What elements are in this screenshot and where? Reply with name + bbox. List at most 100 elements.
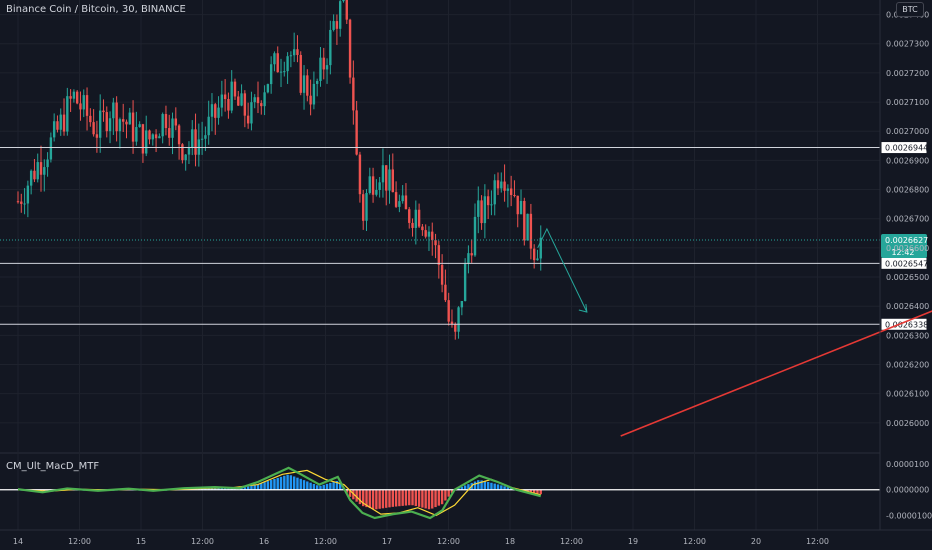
candle-body	[362, 194, 365, 221]
candle-body	[151, 134, 154, 140]
candle-body	[69, 96, 72, 99]
macd-histogram-bar	[253, 485, 256, 490]
macd-histogram-bar	[283, 475, 286, 490]
candle-body	[302, 75, 306, 93]
macd-histogram-bar	[315, 485, 319, 490]
macd-histogram-bar	[348, 489, 352, 497]
macd-histogram-bar	[319, 485, 322, 490]
candle-body	[371, 176, 375, 195]
macd-histogram-bar	[463, 485, 467, 490]
candle-body	[368, 176, 371, 193]
candle-body	[191, 129, 194, 148]
macd-histogram-bar	[526, 489, 529, 492]
candle-body	[292, 49, 296, 56]
candle-body	[378, 182, 381, 190]
candle-body	[539, 237, 542, 259]
macd-histogram-bar	[220, 488, 224, 490]
macd-histogram-bar	[207, 488, 210, 490]
macd-histogram-bar	[496, 484, 500, 490]
y-tick-label: 0.0026200	[886, 361, 929, 370]
level-label-box	[880, 141, 928, 155]
x-tick-label: 15	[136, 537, 146, 546]
time-axis[interactable]: 14 12:00 15 12:00 16 12:00 17 12:00 18 12:00 19 12:…	[0, 529, 932, 546]
candle-body	[411, 222, 414, 228]
candle-body	[273, 53, 276, 65]
horizontal-levels[interactable]: 0.0026944 0.0026547 0.0026338 0.0026627 12:4…	[0, 141, 928, 331]
candle-body	[187, 147, 191, 155]
candle-body	[256, 97, 260, 104]
candle-body	[207, 116, 210, 136]
candle-body	[450, 321, 454, 325]
candle-body	[532, 248, 536, 261]
candle-body	[523, 200, 526, 241]
candle-body	[115, 102, 118, 132]
macd-histogram-bar	[421, 489, 424, 508]
last-price-box	[881, 233, 927, 258]
macd-pane	[0, 466, 880, 520]
candle-body	[312, 83, 316, 105]
macd-histogram-bar	[233, 488, 237, 490]
candle-body	[92, 122, 95, 135]
candle-body	[164, 114, 168, 129]
macd-histogram-bar	[368, 489, 371, 509]
candle-body	[108, 118, 112, 132]
candle-body	[59, 114, 62, 130]
candle-body	[286, 56, 289, 72]
candle-body	[243, 93, 247, 116]
macd-histogram-bar	[398, 489, 401, 507]
candle-body	[260, 103, 263, 107]
candle-body	[398, 201, 401, 207]
macd-histogram-bar	[493, 483, 496, 490]
candle-body	[246, 115, 250, 124]
macd-histogram-bar	[322, 484, 325, 490]
candle-body	[79, 103, 82, 110]
candle-body	[391, 169, 395, 193]
candle-body	[223, 94, 227, 100]
macd-histogram-bar	[306, 481, 309, 490]
y-tick-label: 0.0026600	[886, 244, 929, 253]
drawing-tools[interactable]	[537, 227, 932, 437]
x-tick-label: 12:00	[437, 537, 460, 546]
candle-body	[473, 216, 477, 256]
macd-histogram-bar	[460, 486, 464, 490]
candle-body	[467, 253, 470, 264]
candle-body	[434, 240, 437, 246]
macd-histogram-bar	[214, 487, 217, 490]
candle-body	[519, 200, 523, 215]
candle-body	[348, 19, 352, 78]
macd-histogram-bar	[447, 489, 450, 497]
macd-histogram-bar	[375, 489, 378, 510]
indicator-title[interactable]: CM_Ult_MacD_MTF	[6, 461, 100, 472]
candle-body	[230, 81, 233, 111]
macd-histogram-bar	[388, 489, 391, 508]
macd-histogram-bar	[332, 481, 335, 490]
last-price-label: 0.0026627	[885, 236, 928, 245]
candle-body	[342, 0, 345, 2]
macd-tick-label: 0.0000000	[886, 486, 929, 495]
candle-body	[454, 324, 457, 332]
candle-body	[375, 189, 378, 195]
candle-body	[437, 245, 441, 265]
y-tick-label: 0.0027100	[886, 98, 929, 107]
currency-badge[interactable]: BTC	[896, 2, 924, 17]
macd-histogram-bar	[391, 489, 395, 507]
macd-histogram-bar	[286, 474, 289, 490]
candle-body	[89, 115, 92, 123]
candle-body	[338, 1, 342, 29]
trend-line	[620, 310, 932, 437]
candle-body	[365, 192, 368, 221]
candle-body	[486, 196, 490, 206]
grid-lines	[0, 0, 880, 530]
candle-body	[296, 49, 299, 55]
candle-body	[16, 201, 20, 203]
macd-histogram-bar	[509, 488, 513, 490]
macd-histogram-bar	[362, 489, 365, 507]
candle-body	[36, 162, 39, 180]
candle-body	[220, 94, 224, 108]
macd-histogram-bar	[371, 489, 375, 510]
y-tick-label: 0.0026700	[886, 215, 929, 224]
candle-body	[355, 110, 358, 155]
candle-body	[66, 96, 69, 132]
candle-body	[500, 181, 503, 189]
